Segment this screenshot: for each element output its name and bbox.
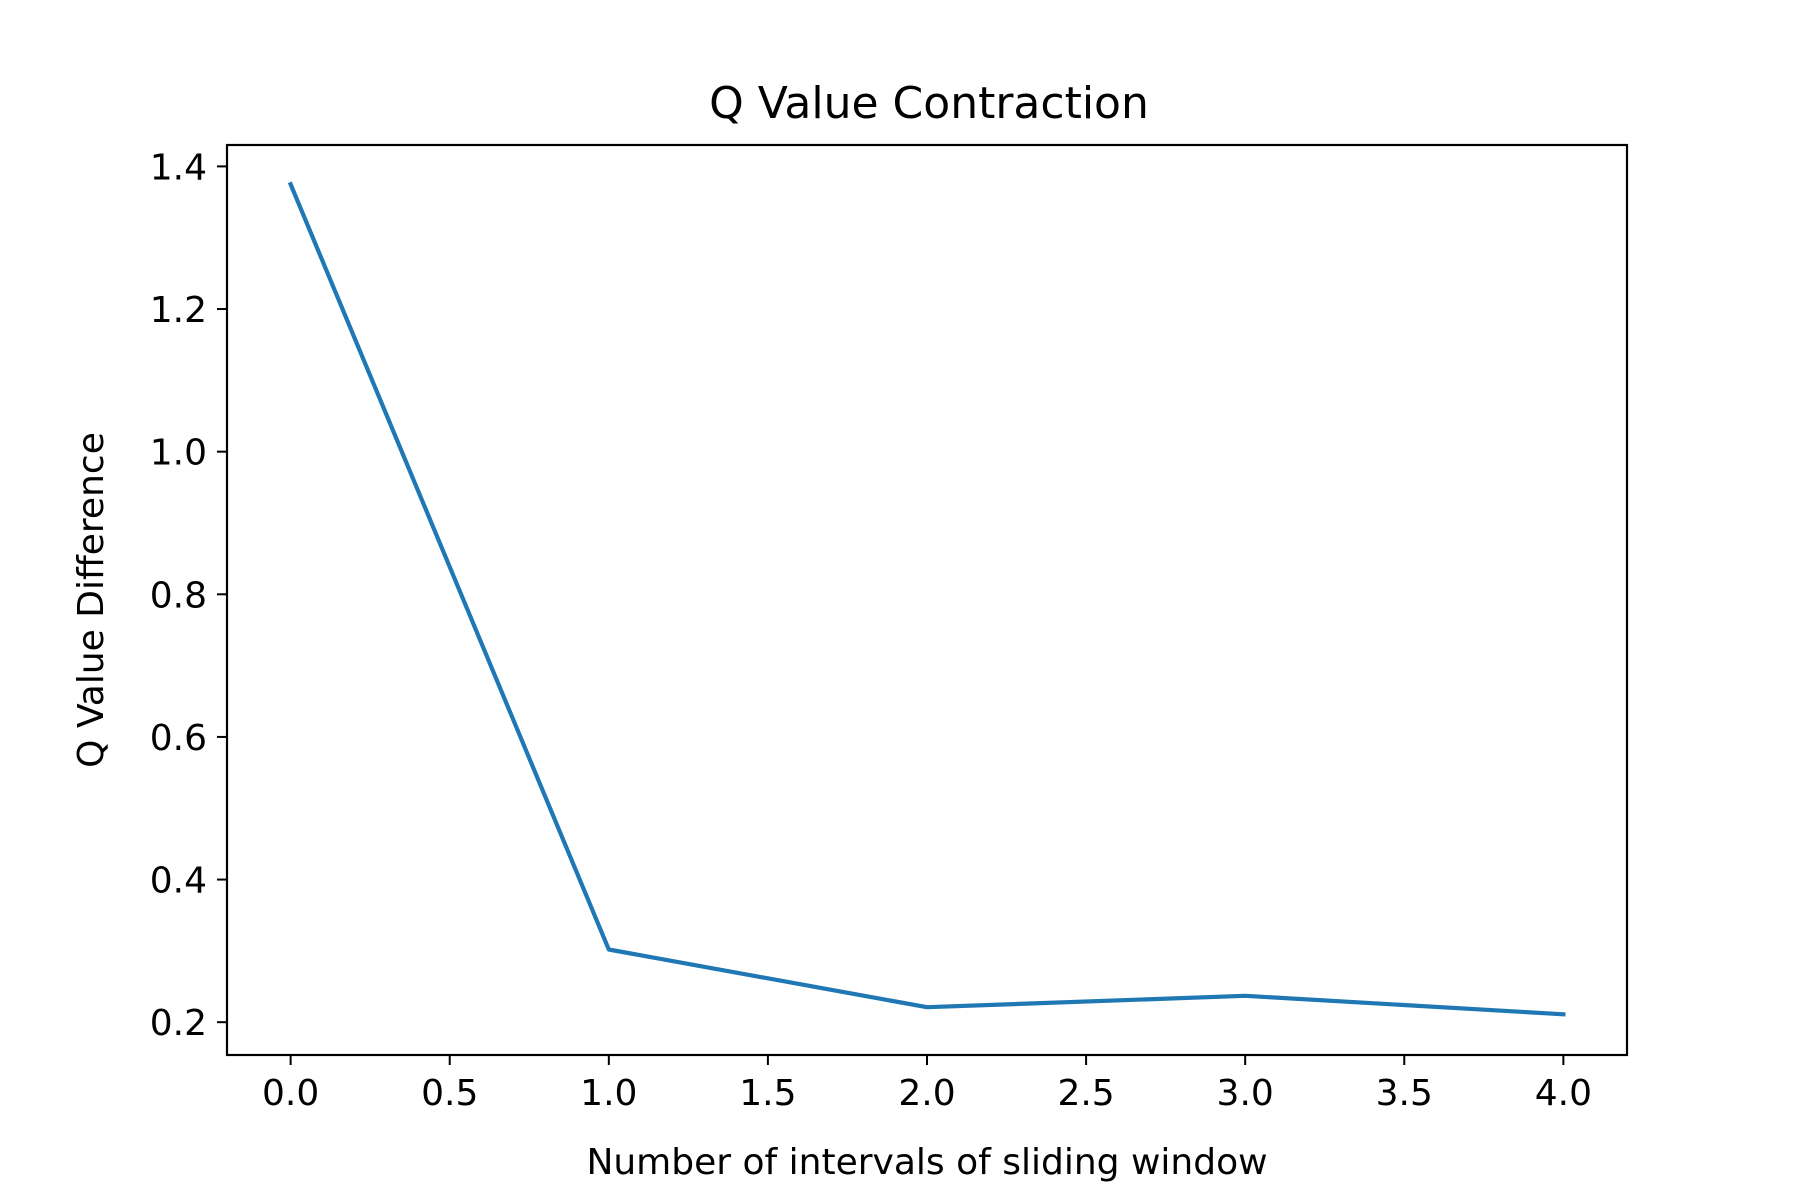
x-tick-label: 0.0 [262, 1073, 319, 1114]
x-tick-label: 1.5 [739, 1073, 796, 1114]
x-tick-label: 2.5 [1057, 1073, 1114, 1114]
y-tick-label: 1.0 [150, 433, 207, 474]
y-tick-label: 0.2 [150, 1003, 207, 1044]
y-tick-label: 1.2 [150, 290, 207, 331]
y-tick-label: 0.8 [150, 575, 207, 616]
x-tick-label: 3.0 [1217, 1073, 1274, 1114]
y-tick-label: 0.6 [150, 718, 207, 759]
y-axis-label: Q Value Difference [71, 432, 112, 768]
x-tick-label: 1.0 [580, 1073, 637, 1114]
chart-title: Q Value Contraction [709, 78, 1149, 129]
x-tick-label: 2.0 [898, 1073, 955, 1114]
x-axis-label: Number of intervals of sliding window [586, 1142, 1267, 1183]
x-tick-label: 4.0 [1535, 1073, 1592, 1114]
y-tick-label: 0.4 [150, 861, 207, 902]
x-tick-label: 3.5 [1376, 1073, 1433, 1114]
x-tick-label: 0.5 [421, 1073, 478, 1114]
y-tick-label: 1.4 [150, 147, 207, 188]
